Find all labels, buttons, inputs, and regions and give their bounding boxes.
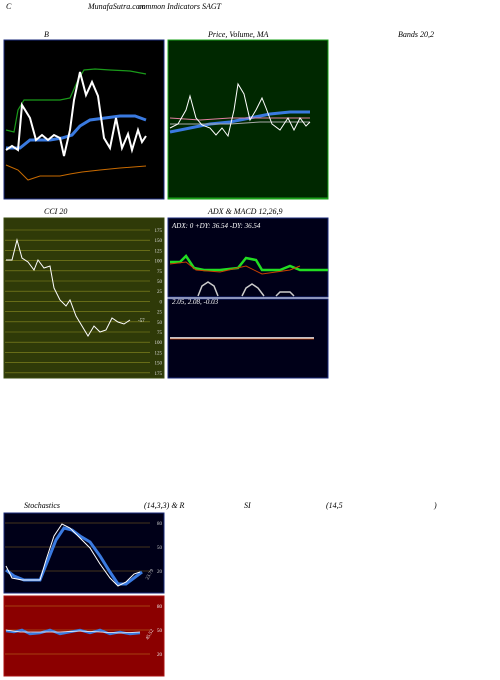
rsi-panel	[3, 595, 165, 677]
axis-label: 20	[157, 653, 163, 658]
axis-label: 100	[155, 260, 163, 265]
di-line	[197, 281, 219, 297]
axis-label: 75	[157, 270, 163, 275]
price-line	[169, 82, 311, 138]
adx-line	[170, 254, 328, 272]
axis-label: 150	[155, 239, 163, 244]
panel-label: )	[433, 501, 437, 510]
ma-line	[169, 117, 310, 121]
stoch-k	[5, 523, 141, 587]
ma-line	[169, 110, 310, 134]
cci-panel	[3, 217, 165, 379]
panel-label: B	[44, 30, 49, 39]
watermark: MunafaSutra.com	[172, 569, 393, 598]
ma-line	[170, 121, 310, 125]
axis-label: 150	[155, 362, 163, 367]
rsi-line	[5, 629, 141, 634]
axis-label: 80	[157, 605, 163, 610]
axis-label: 175	[155, 372, 163, 377]
axis-label: 125	[155, 351, 163, 356]
panel-label: Price, Volume, MA	[207, 30, 269, 39]
rsi-current: 45.52	[145, 628, 155, 641]
axis-label: 50	[157, 629, 163, 634]
bollinger-panel	[3, 39, 165, 200]
axis-label: 20	[157, 570, 163, 575]
panel-label: ADX & MACD 12,26,9	[207, 207, 282, 216]
axis-label: 25	[157, 311, 163, 316]
price-line	[5, 71, 147, 157]
middle-band	[6, 114, 147, 150]
lower-band	[5, 164, 147, 181]
axis-label: 50	[157, 280, 163, 285]
axis-label: 100	[155, 341, 163, 346]
panel-label: CCI 20	[44, 207, 67, 216]
axis-label: 80	[157, 522, 163, 527]
axis-label: 0	[160, 300, 163, 305]
header-subtitle: common Indicators SAGT	[138, 2, 222, 11]
stoch-current: 23.79	[145, 568, 155, 581]
panel-label: (14,5	[326, 501, 343, 510]
axis-label: 50	[157, 321, 163, 326]
upper-band	[5, 68, 147, 133]
di-line	[169, 261, 301, 275]
header-left: C	[6, 2, 12, 11]
macd-readout: 2.05, 2.08, -0.03	[172, 298, 219, 306]
axis-label: 25	[157, 290, 163, 295]
panel-label: Stochastics	[24, 501, 60, 510]
cci-line	[6, 238, 131, 337]
panel-label: Bands 20,2	[398, 30, 434, 39]
axis-label: 125	[155, 249, 163, 254]
header-site: MunafaSutra.com	[87, 2, 146, 11]
panel-label: (14,3,3) & R	[144, 501, 185, 510]
axis-label: 175	[155, 229, 163, 234]
di-line	[275, 291, 295, 297]
adx-readout: ADX: 0 +DY: 36.54 -DY: 36.54	[171, 222, 261, 230]
axis-label: 75	[157, 331, 163, 336]
axis-label: 50	[157, 546, 163, 551]
panel-label: SI	[244, 501, 251, 510]
cci-current: -57	[138, 319, 145, 324]
di-line	[241, 283, 265, 297]
